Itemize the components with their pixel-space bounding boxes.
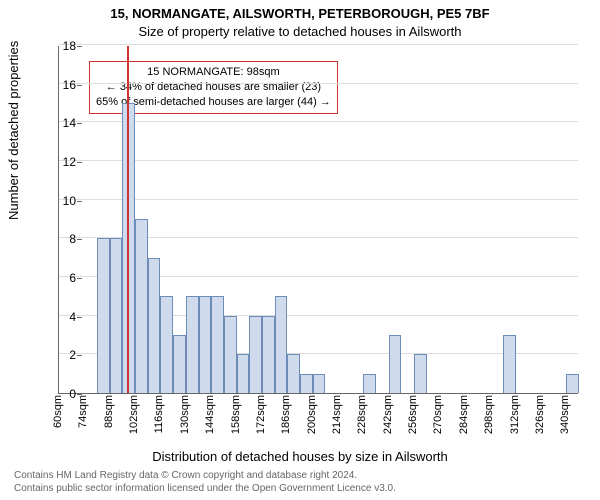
- footer-line-2: Contains public sector information licen…: [14, 483, 396, 496]
- histogram-bar: [275, 296, 288, 393]
- chart-title-address: 15, NORMANGATE, AILSWORTH, PETERBOROUGH,…: [0, 6, 600, 21]
- x-tick: 144sqm: [204, 395, 216, 434]
- plot-area: 15 NORMANGATE: 98sqm ← 34% of detached h…: [58, 46, 578, 394]
- y-axis-label: Number of detached properties: [6, 41, 21, 220]
- y-tick: 6: [42, 271, 76, 285]
- gridline: [59, 44, 578, 45]
- histogram-bar: [160, 296, 173, 393]
- x-tick: 270sqm: [432, 395, 444, 434]
- histogram-bar: [389, 335, 402, 393]
- x-tick: 242sqm: [382, 395, 394, 434]
- x-tick: 298sqm: [483, 395, 495, 434]
- x-tick: 158sqm: [230, 395, 242, 434]
- y-tick: 2: [42, 348, 76, 362]
- x-tick: 340sqm: [559, 395, 571, 434]
- histogram-bar: [173, 335, 186, 393]
- histogram-bar: [97, 238, 110, 393]
- histogram-bar: [287, 354, 300, 393]
- x-tick: 186sqm: [280, 395, 292, 434]
- x-tick: 200sqm: [306, 395, 318, 434]
- y-tick: 18: [42, 39, 76, 53]
- x-tick: 102sqm: [128, 395, 140, 434]
- gridline: [59, 121, 578, 122]
- histogram-bar: [300, 374, 313, 393]
- histogram-bar: [363, 374, 376, 393]
- histogram-bar: [110, 238, 123, 393]
- footer-line-1: Contains HM Land Registry data © Crown c…: [14, 470, 396, 483]
- x-tick: 172sqm: [255, 395, 267, 434]
- y-tick: 14: [42, 116, 76, 130]
- property-marker-line: [127, 46, 129, 393]
- histogram-bar: [237, 354, 250, 393]
- chart-title-subtitle: Size of property relative to detached ho…: [0, 24, 600, 39]
- histogram-bar: [186, 296, 199, 393]
- histogram-bar: [566, 374, 579, 393]
- histogram-bar: [211, 296, 224, 393]
- x-tick: 312sqm: [509, 395, 521, 434]
- y-tick: 16: [42, 78, 76, 92]
- y-tick: 8: [42, 232, 76, 246]
- x-tick: 130sqm: [179, 395, 191, 434]
- y-tick: 0: [42, 387, 76, 401]
- histogram-bar: [313, 374, 326, 393]
- histogram-bar: [148, 258, 161, 393]
- x-tick: 228sqm: [356, 395, 368, 434]
- histogram-bar: [135, 219, 148, 393]
- x-tick: 88sqm: [103, 395, 115, 428]
- x-tick: 326sqm: [534, 395, 546, 434]
- y-tick: 12: [42, 155, 76, 169]
- gridline: [59, 160, 578, 161]
- x-tick: 256sqm: [407, 395, 419, 434]
- histogram-bar: [414, 354, 427, 393]
- y-tick: 4: [42, 310, 76, 324]
- x-tick: 214sqm: [331, 395, 343, 434]
- x-axis-label: Distribution of detached houses by size …: [0, 449, 600, 464]
- chart-container: { "titles": { "line1": "15, NORMANGATE, …: [0, 0, 600, 500]
- x-tick: 284sqm: [458, 395, 470, 434]
- histogram-bar: [199, 296, 212, 393]
- histogram-bar: [262, 316, 275, 393]
- x-tick: 74sqm: [77, 395, 89, 428]
- footer-attribution: Contains HM Land Registry data © Crown c…: [14, 470, 396, 495]
- callout-line-1: 15 NORMANGATE: 98sqm: [96, 65, 331, 80]
- gridline: [59, 83, 578, 84]
- histogram-bar: [249, 316, 262, 393]
- x-tick: 116sqm: [153, 395, 165, 433]
- gridline: [59, 199, 578, 200]
- x-ticks: 60sqm74sqm88sqm102sqm116sqm130sqm144sqm1…: [58, 395, 578, 445]
- histogram-bar: [503, 335, 516, 393]
- histogram-bar: [224, 316, 237, 393]
- y-tick: 10: [42, 194, 76, 208]
